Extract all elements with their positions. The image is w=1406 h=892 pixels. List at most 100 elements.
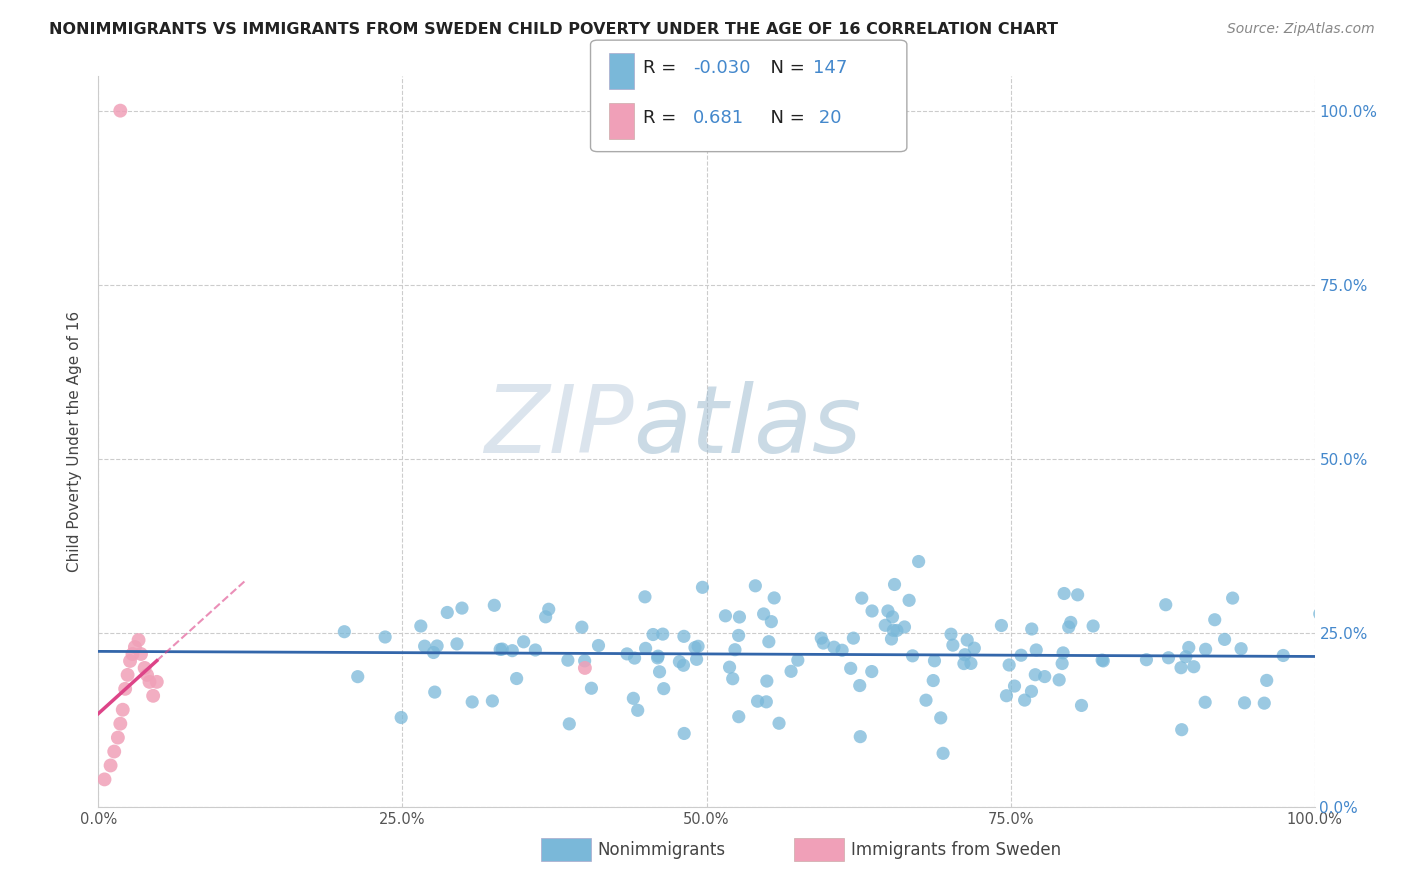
Point [1316, 704, 1339, 718]
Point [1024, 667, 1046, 681]
Point [110, 103, 132, 118]
Point [882, 624, 904, 638]
Point [893, 620, 915, 634]
Point [124, 640, 146, 654]
Point [1070, 698, 1092, 713]
Point [1170, 723, 1192, 737]
Point [1213, 632, 1236, 647]
Point [953, 657, 976, 671]
Point [851, 591, 873, 606]
Point [860, 665, 883, 679]
Point [848, 679, 870, 693]
Point [1092, 654, 1115, 668]
Point [651, 627, 673, 641]
Point [114, 681, 136, 696]
Point [623, 651, 645, 665]
Point [111, 703, 134, 717]
Point [1033, 669, 1056, 683]
Text: Immigrants from Sweden: Immigrants from Sweden [851, 841, 1060, 859]
Point [780, 665, 803, 679]
Text: atlas: atlas [634, 382, 862, 473]
Point [491, 642, 513, 657]
Point [842, 631, 865, 645]
Point [839, 661, 862, 675]
Point [652, 681, 675, 696]
Point [1178, 640, 1201, 655]
Point [685, 652, 707, 666]
Point [1312, 639, 1334, 653]
Point [110, 716, 132, 731]
Point [752, 607, 775, 621]
Point [898, 593, 921, 607]
Text: NONIMMIGRANTS VS IMMIGRANTS FROM SWEDEN CHILD POVERTY UNDER THE AGE OF 16 CORREL: NONIMMIGRANTS VS IMMIGRANTS FROM SWEDEN … [49, 22, 1059, 37]
Point [346, 670, 368, 684]
Point [883, 577, 905, 591]
Point [117, 668, 139, 682]
Point [103, 745, 125, 759]
Point [758, 634, 780, 648]
Point [728, 610, 751, 624]
Point [915, 693, 938, 707]
Point [1135, 653, 1157, 667]
Point [1047, 673, 1070, 687]
Point [136, 668, 159, 682]
Text: Source: ZipAtlas.com: Source: ZipAtlas.com [1227, 22, 1375, 37]
Text: 20: 20 [813, 110, 841, 128]
Point [1050, 657, 1073, 671]
Point [1230, 641, 1253, 656]
Point [1222, 591, 1244, 606]
Point [621, 691, 644, 706]
Point [672, 629, 695, 643]
Point [942, 638, 965, 652]
Point [1309, 607, 1331, 621]
Text: -0.030: -0.030 [693, 59, 751, 78]
Point [128, 633, 150, 648]
Point [683, 640, 706, 655]
Point [1204, 613, 1226, 627]
Point [924, 654, 946, 668]
Point [107, 731, 129, 745]
Point [446, 637, 468, 651]
Point [727, 628, 749, 642]
Point [574, 654, 596, 668]
Point [939, 627, 962, 641]
Point [849, 730, 872, 744]
Point [146, 674, 169, 689]
Point [672, 658, 695, 673]
Point [1066, 588, 1088, 602]
Point [1170, 661, 1192, 675]
Point [1060, 615, 1083, 630]
Point [823, 640, 845, 655]
Point [121, 647, 143, 661]
Point [1021, 622, 1043, 636]
Point [461, 695, 484, 709]
Point [668, 655, 690, 669]
Point [688, 640, 710, 654]
Point [831, 643, 853, 657]
Point [571, 620, 593, 634]
Point [634, 590, 657, 604]
Point [1182, 659, 1205, 673]
Point [882, 610, 904, 624]
Point [932, 747, 955, 761]
Point [901, 648, 924, 663]
Point [761, 615, 783, 629]
Point [953, 648, 976, 662]
Point [129, 647, 152, 661]
Point [1004, 679, 1026, 693]
Point [409, 619, 432, 633]
Point [413, 639, 436, 653]
Point [763, 591, 786, 605]
Point [1323, 698, 1346, 713]
Point [142, 689, 165, 703]
Point [1014, 693, 1036, 707]
Point [724, 642, 747, 657]
Point [1091, 653, 1114, 667]
Point [786, 653, 808, 667]
Point [501, 643, 523, 657]
Text: R =: R = [643, 59, 682, 78]
Point [1194, 695, 1216, 709]
Point [877, 604, 900, 618]
Point [647, 651, 669, 665]
Point [389, 710, 412, 724]
